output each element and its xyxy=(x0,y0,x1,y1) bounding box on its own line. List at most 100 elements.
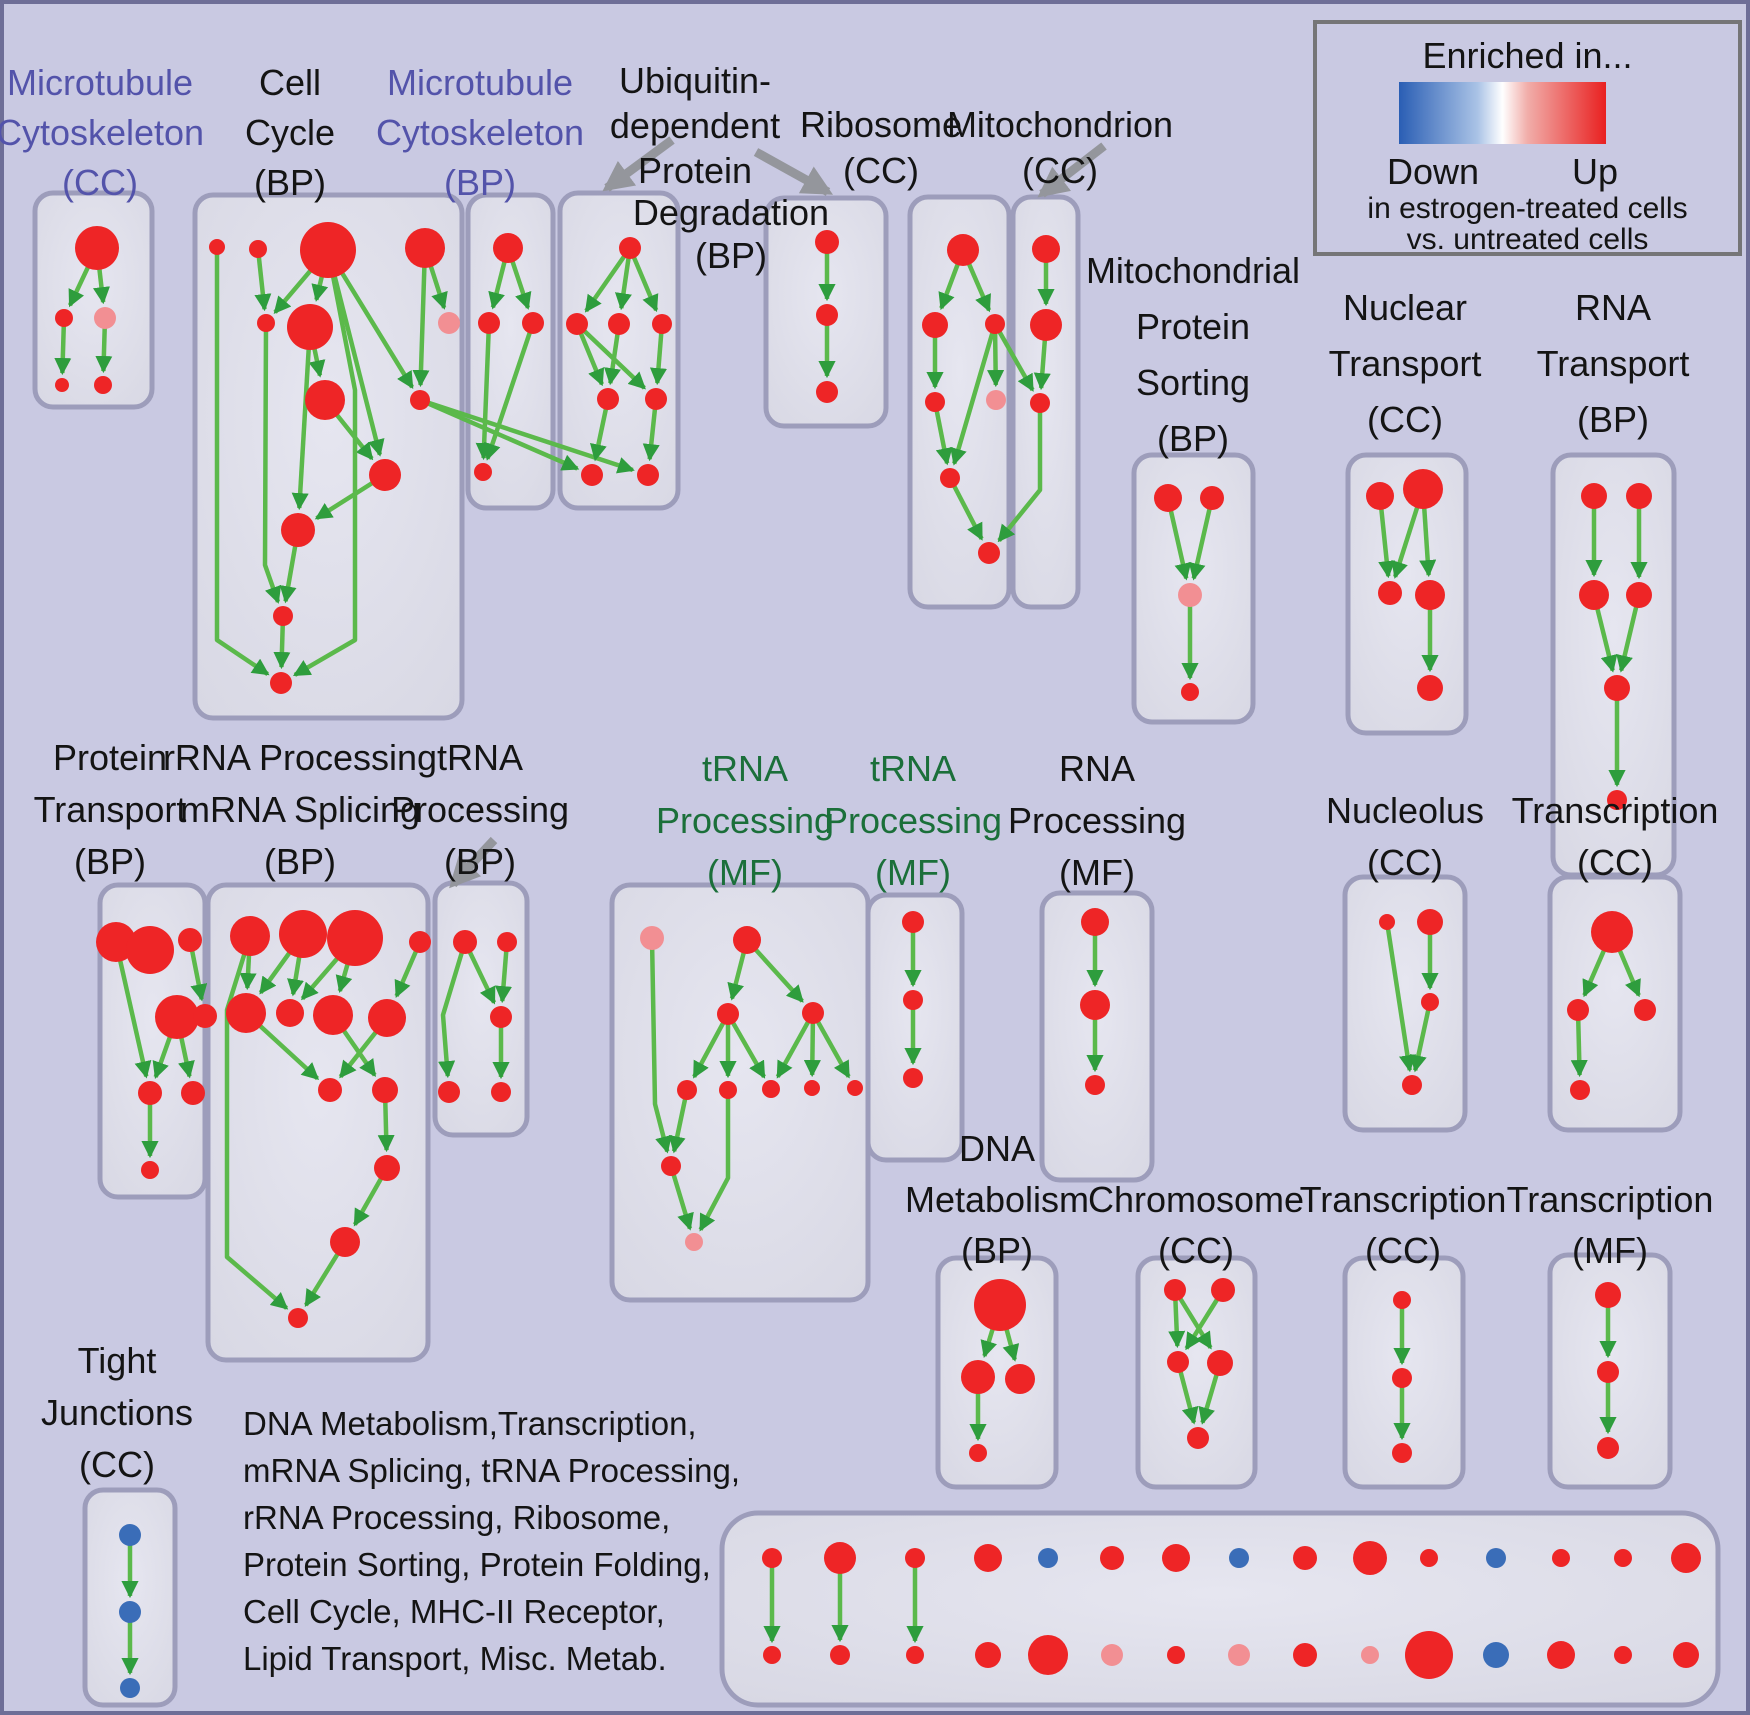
go-term-node-e xyxy=(257,314,275,332)
go-term-node-pt1 xyxy=(96,922,136,962)
edge-w1-w10 xyxy=(649,937,672,1154)
go-term-node-mm xyxy=(270,672,292,694)
legend-title: Enriched in... xyxy=(1422,35,1633,76)
cluster-label-rna-processing-mf: RNA Processing (MF) xyxy=(1008,748,1186,893)
go-term-node-ba13 xyxy=(1552,1549,1570,1567)
go-term-node-s3 xyxy=(1178,583,1202,607)
go-term-node-bb11 xyxy=(1405,1631,1453,1679)
go-term-node-bb7 xyxy=(1167,1646,1185,1664)
cluster-label-microtubule-cytoskeleton-bp: Microtubule Cytoskeleton (BP) xyxy=(376,62,584,203)
cluster-label-transcription-mf-bottom: Transcription (MF) xyxy=(1507,1179,1714,1271)
go-term-node-u5 xyxy=(597,388,619,410)
go-term-node-cc2 xyxy=(1167,1351,1189,1373)
edge-w6-w11 xyxy=(698,1090,731,1232)
edge-d-i xyxy=(412,247,430,388)
go-term-node-u8 xyxy=(637,464,659,486)
edge-o3-r8 xyxy=(997,403,1043,543)
go-term-node-ta xyxy=(1591,911,1633,953)
go-term-node-q3 xyxy=(279,910,327,958)
go-term-node-rt2 xyxy=(1626,483,1652,509)
cluster-label-ubiquitin-bottom: Degradation (BP) xyxy=(633,192,829,276)
go-term-node-q11 xyxy=(318,1078,342,1102)
go-term-node-bb5 xyxy=(1028,1635,1068,1675)
cluster-label-microtubule-cytoskeleton-cc: Microtubule Cytoskeleton (CC) xyxy=(0,62,204,203)
go-term-node-nt4 xyxy=(1415,580,1445,610)
go-term-node-ba12 xyxy=(1486,1548,1506,1568)
go-term-node-q15 xyxy=(288,1308,308,1328)
go-term-node-z2 xyxy=(1417,909,1443,935)
edge-i-u7 xyxy=(419,397,580,471)
go-term-node-s2 xyxy=(1200,486,1224,510)
edge-r3-r5 xyxy=(987,323,1005,388)
pointer-arrow-icon-ubiquitin-right-pointer xyxy=(753,148,834,196)
go-term-node-w4 xyxy=(802,1002,824,1024)
go-term-node-rt5 xyxy=(1604,675,1630,701)
go-term-node-p4 xyxy=(474,463,492,481)
go-term-node-w8 xyxy=(804,1080,820,1096)
go-term-node-q9 xyxy=(313,995,353,1035)
edge-u1-u2 xyxy=(584,246,632,313)
go-term-node-cd xyxy=(1207,1350,1233,1376)
go-term-node-pt2 xyxy=(126,926,174,974)
go-term-node-t3 xyxy=(490,1006,512,1028)
go-term-node-bb6 xyxy=(1101,1644,1123,1666)
go-term-node-bb1 xyxy=(763,1646,781,1664)
edge-w4-w7 xyxy=(775,1011,815,1079)
edge-b-e xyxy=(254,248,272,312)
cluster-label-protein-transport-bp: Protein Transport (BP) xyxy=(34,737,187,882)
go-term-node-v1 xyxy=(815,230,839,254)
go-term-node-r1 xyxy=(947,234,979,266)
go-term-node-p2 xyxy=(478,312,500,334)
go-term-node-ce xyxy=(1187,1427,1209,1449)
go-term-node-dc xyxy=(1005,1364,1035,1394)
go-term-node-u4 xyxy=(652,314,672,334)
go-term-node-ca xyxy=(1164,1279,1186,1301)
go-term-node-x3 xyxy=(903,1068,923,1088)
misc-line: Cell Cycle, MHC-II Receptor, xyxy=(243,1593,665,1630)
cluster-label-mitochondrion-cc: Mitochondrion (CC) xyxy=(947,104,1173,191)
go-term-node-w9 xyxy=(847,1080,863,1096)
go-term-node-i xyxy=(410,390,430,410)
pointer-arrow-icon-trna-bp-pointer xyxy=(449,836,498,889)
go-term-node-g2 xyxy=(1597,1361,1619,1383)
go-term-node-nt5 xyxy=(1417,675,1443,701)
edge-q2-q15 xyxy=(224,935,289,1310)
edge-ca-cd xyxy=(1173,1288,1213,1350)
go-term-node-r5 xyxy=(986,390,1006,410)
misc-line: Protein Sorting, Protein Folding, xyxy=(243,1546,711,1583)
cluster-label-trna-processing-mf-1: tRNA Processing (MF) xyxy=(656,748,834,893)
go-term-node-f3 xyxy=(1392,1443,1412,1463)
edge-z1-z4 xyxy=(1384,921,1416,1073)
go-term-node-a xyxy=(209,239,225,255)
go-term-node-t4 xyxy=(438,1081,460,1103)
cluster-box-protein-transport-bp xyxy=(97,882,208,1200)
edge-w4-w9 xyxy=(811,1011,851,1079)
misc-category-list: DNA Metabolism,Transcription, mRNA Splic… xyxy=(243,1400,740,1682)
cluster-label-chromosome-cc: Chromosome (CC) xyxy=(1088,1179,1304,1271)
go-term-node-v3 xyxy=(816,381,838,403)
go-term-node-z1 xyxy=(1379,914,1395,930)
go-term-node-bb9 xyxy=(1293,1643,1317,1667)
go-term-node-bb8 xyxy=(1228,1644,1250,1666)
go-term-node-bb4 xyxy=(975,1642,1001,1668)
misc-line: DNA Metabolism,Transcription, xyxy=(243,1405,697,1442)
go-term-node-u1 xyxy=(619,237,641,259)
edge-p2-p4 xyxy=(475,322,493,461)
go-term-node-l xyxy=(273,606,293,626)
go-term-node-da xyxy=(974,1279,1026,1331)
go-term-node-nt1 xyxy=(1366,482,1394,510)
edge-r7-r8 xyxy=(948,476,984,541)
cluster-box-ubiquitin-degradation-bp-1 xyxy=(557,190,681,511)
go-term-node-ba5 xyxy=(1038,1548,1058,1568)
go-term-node-w3 xyxy=(717,1003,739,1025)
go-term-node-q4 xyxy=(327,910,383,966)
edge-s2-s3 xyxy=(1188,497,1215,581)
misc-line: rRNA Processing, Ribosome, xyxy=(243,1499,671,1536)
cluster-box-dna-metabolism-bp xyxy=(935,1255,1059,1490)
go-term-node-g1 xyxy=(1595,1282,1621,1308)
go-term-node-q7 xyxy=(226,993,266,1033)
go-term-node-k xyxy=(281,513,315,547)
go-term-node-ba6 xyxy=(1100,1546,1124,1570)
go-term-node-j2 xyxy=(119,1601,141,1623)
